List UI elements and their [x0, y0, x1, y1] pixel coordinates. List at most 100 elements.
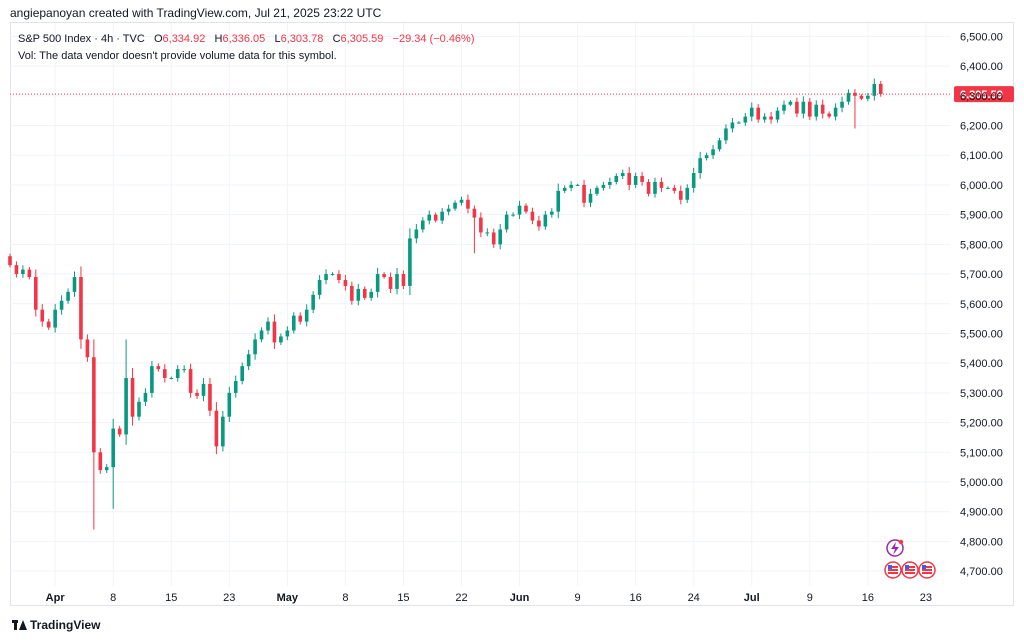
candle-body [601, 184, 606, 188]
candle-body [163, 369, 167, 379]
candle-body [679, 190, 683, 200]
candle-body [221, 416, 225, 447]
us-flag-icon-stripe [922, 566, 932, 568]
candle-body [111, 428, 115, 468]
candle-body [595, 187, 599, 194]
us-flag-icon-canton [888, 565, 892, 569]
x-tick-label: 24 [688, 592, 700, 604]
candle-body [104, 467, 109, 471]
candle-body [143, 392, 148, 402]
candle-body [640, 176, 644, 182]
candle-body [762, 116, 767, 120]
candle-body [156, 366, 161, 370]
candle-body [801, 101, 806, 114]
candle-body [324, 274, 328, 280]
candle-body [53, 309, 57, 328]
candle-body [388, 277, 393, 289]
candle-body [227, 392, 232, 417]
y-tick-label: 4,800.00 [960, 536, 1003, 548]
us-flag-icon-canton [905, 565, 909, 569]
y-tick-label: 5,500.00 [960, 328, 1003, 340]
x-tick-label: 23 [223, 592, 235, 604]
candle-body [117, 428, 122, 435]
candle-body [704, 155, 709, 159]
x-tick-label: 15 [165, 592, 177, 604]
candle-body [550, 211, 554, 215]
x-tick-label: Apr [46, 592, 66, 604]
candle-body [246, 354, 251, 367]
candle-body [98, 452, 103, 471]
candle-body [350, 285, 354, 301]
us-flag-icon-stripe [922, 569, 932, 571]
candle-body [878, 83, 883, 95]
candle-body [208, 383, 212, 411]
candle-body [401, 274, 406, 286]
candle-body [711, 149, 715, 156]
change-value: −29.34 (−0.46%) [392, 33, 475, 45]
candle-body [188, 369, 193, 393]
candle-body [414, 229, 419, 239]
candle-body [356, 288, 361, 301]
x-axis: Apr 8 15 23 May 8 15 22 Jun 9 16 24 Jul 9 16 23 [46, 592, 932, 604]
candle-body [479, 217, 483, 233]
us-flag-icon-stripe [922, 572, 932, 574]
candle-body [691, 173, 696, 188]
candle-body [459, 199, 464, 203]
last-price-label: 6,305.59 [960, 89, 1003, 101]
candle-body [833, 107, 838, 117]
candle-body [137, 401, 141, 417]
candle-body [259, 330, 264, 340]
candle-body [453, 202, 457, 209]
candle-body [34, 277, 38, 310]
y-tick-label: 5,800.00 [960, 239, 1003, 251]
candle-body [556, 190, 561, 212]
y-tick-label: 5,300.00 [960, 388, 1003, 400]
candle-body [846, 92, 851, 102]
candle-body [737, 122, 741, 124]
candle-body [362, 288, 367, 298]
us-flag-icon-stripe [888, 566, 898, 568]
y-axis: 4,700.00 4,800.00 4,900.00 5,000.00 5,100.00… [960, 31, 1003, 578]
candle-body [85, 339, 90, 358]
us-flag-event-icon[interactable] [918, 561, 936, 579]
candle-body [582, 184, 586, 203]
candle-body [608, 181, 612, 185]
ohlc-legend: S&P 500 Index · 4h · TVC O6,334.92 H6,33… [18, 33, 475, 45]
x-tick-label: 8 [342, 592, 348, 604]
candle-body [569, 184, 573, 188]
candle-body [730, 122, 735, 129]
y-tick-label: 6,000.00 [960, 180, 1003, 192]
candle-body [427, 214, 432, 221]
low-value: 6,303.78 [280, 33, 324, 45]
candle-body [491, 232, 496, 245]
us-flag-icon-stripe [905, 572, 915, 574]
candle-body [872, 83, 877, 96]
candle-body [627, 173, 631, 185]
candle-body [440, 211, 444, 221]
x-tick-label: 16 [862, 592, 874, 604]
us-flag-event-icon[interactable] [901, 561, 919, 579]
candle-body [788, 101, 793, 105]
volume-note: Vol: The data vendor doesn't provide vol… [18, 50, 337, 62]
candle-body [653, 181, 657, 194]
candle-body [633, 176, 638, 185]
candle-body [859, 95, 864, 99]
candle-body [511, 214, 515, 216]
us-flag-event-icon[interactable] [884, 561, 902, 579]
candle-body [575, 184, 580, 186]
candle-body [311, 294, 315, 310]
close-value: 6,305.59 [340, 33, 384, 45]
candle-body [214, 410, 219, 447]
candle-body [201, 383, 206, 396]
open-value: 6,334.92 [162, 33, 206, 45]
symbol-label: S&P 500 Index · 4h · TVC [18, 33, 145, 45]
candle-body [79, 277, 83, 340]
x-tick-label: 16 [630, 592, 642, 604]
candle-body [524, 205, 528, 212]
candle-body [175, 369, 180, 379]
lightning-icon[interactable] [886, 539, 904, 557]
x-tick-label: 23 [920, 592, 932, 604]
candle-body [562, 187, 567, 191]
candle-body [588, 193, 593, 203]
